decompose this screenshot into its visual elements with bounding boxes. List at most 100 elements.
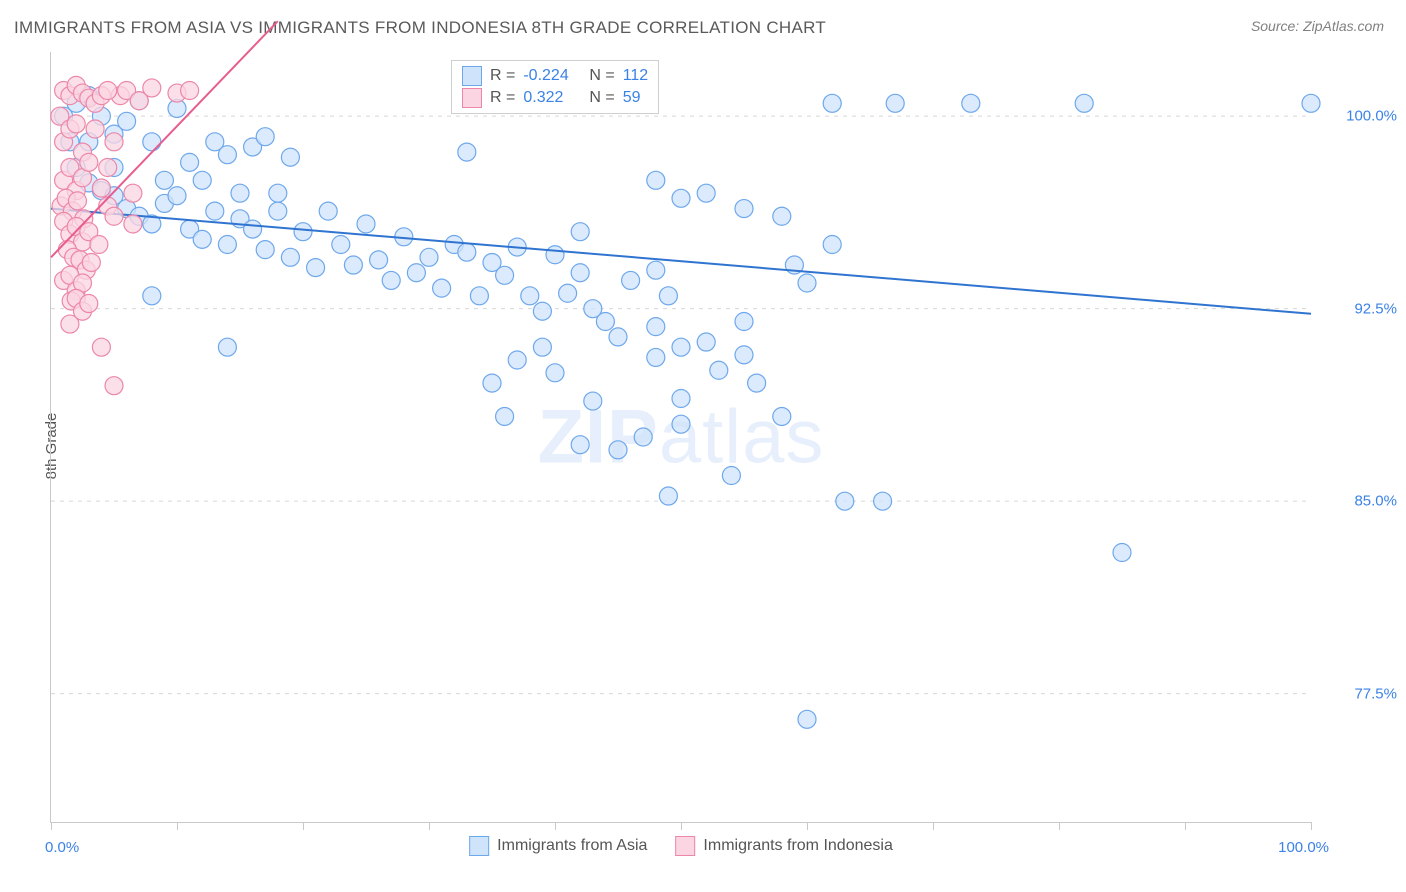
data-point xyxy=(86,120,104,138)
legend-r-label: R = xyxy=(490,65,515,87)
data-point xyxy=(231,184,249,202)
data-point xyxy=(382,271,400,289)
data-point xyxy=(155,171,173,189)
legend-n-value: 59 xyxy=(623,87,641,109)
plot-area: ZIPatlas R =-0.224N =112R = 0.322N = 59 … xyxy=(50,52,1311,823)
data-point xyxy=(647,171,665,189)
data-point xyxy=(68,192,86,210)
data-point xyxy=(407,264,425,282)
data-point xyxy=(1113,544,1131,562)
legend-r-label: R = xyxy=(490,87,515,109)
legend-n-label: N = xyxy=(589,87,614,109)
legend-swatch xyxy=(462,88,482,108)
data-point xyxy=(546,364,564,382)
data-point xyxy=(124,215,142,233)
data-point xyxy=(773,407,791,425)
data-point xyxy=(206,202,224,220)
y-tick-label: 85.0% xyxy=(1327,493,1397,510)
legend-row: R = 0.322 N = 59 xyxy=(462,87,648,109)
data-point xyxy=(559,284,577,302)
data-point xyxy=(244,220,262,238)
legend-label: Immigrants from Indonesia xyxy=(703,837,892,855)
data-point xyxy=(1075,94,1093,112)
legend-row: R =-0.224N =112 xyxy=(462,65,648,87)
x-tick xyxy=(177,822,178,830)
data-point xyxy=(483,374,501,392)
data-point xyxy=(609,441,627,459)
data-point xyxy=(496,407,514,425)
data-point xyxy=(672,415,690,433)
data-point xyxy=(546,246,564,264)
data-point xyxy=(332,236,350,254)
legend-swatch xyxy=(675,836,695,856)
data-point xyxy=(697,333,715,351)
data-point xyxy=(571,264,589,282)
data-point xyxy=(357,215,375,233)
data-point xyxy=(124,184,142,202)
x-tick xyxy=(51,822,52,830)
legend-item: Immigrants from Asia xyxy=(469,836,647,856)
data-point xyxy=(67,115,85,133)
data-point xyxy=(281,148,299,166)
data-point xyxy=(748,374,766,392)
data-point xyxy=(143,133,161,151)
data-point xyxy=(269,202,287,220)
data-point xyxy=(773,207,791,225)
data-point xyxy=(181,153,199,171)
data-point xyxy=(433,279,451,297)
data-point xyxy=(823,236,841,254)
x-tick xyxy=(555,822,556,830)
legend-r-value: 0.322 xyxy=(523,87,581,109)
data-point xyxy=(722,467,740,485)
data-point xyxy=(143,287,161,305)
data-point xyxy=(218,146,236,164)
legend-n-value: 112 xyxy=(623,65,649,87)
data-point xyxy=(647,318,665,336)
source-credit: Source: ZipAtlas.com xyxy=(1251,18,1384,34)
data-point xyxy=(218,338,236,356)
data-point xyxy=(622,271,640,289)
trend-line xyxy=(51,209,1311,314)
data-point xyxy=(80,153,98,171)
data-point xyxy=(105,377,123,395)
data-point xyxy=(193,230,211,248)
data-point xyxy=(735,346,753,364)
data-point xyxy=(193,171,211,189)
data-point xyxy=(143,79,161,97)
data-point xyxy=(533,302,551,320)
legend-item: Immigrants from Indonesia xyxy=(675,836,892,856)
data-point xyxy=(319,202,337,220)
data-point xyxy=(571,436,589,454)
x-axis-min-label: 0.0% xyxy=(45,839,79,856)
data-point xyxy=(697,184,715,202)
legend-swatch xyxy=(462,66,482,86)
data-point xyxy=(609,328,627,346)
x-tick xyxy=(681,822,682,830)
data-point xyxy=(647,261,665,279)
data-point xyxy=(118,112,136,130)
data-point xyxy=(168,187,186,205)
x-tick xyxy=(303,822,304,830)
data-point xyxy=(256,128,274,146)
data-point xyxy=(672,189,690,207)
data-point xyxy=(269,184,287,202)
correlation-legend: R =-0.224N =112R = 0.322 N = 59 xyxy=(451,60,659,114)
y-tick-label: 100.0% xyxy=(1327,108,1397,125)
data-point xyxy=(886,94,904,112)
data-point xyxy=(420,248,438,266)
series-legend: Immigrants from Asia Immigrants from Indo… xyxy=(469,836,893,856)
data-point xyxy=(496,266,514,284)
chart-title: IMMIGRANTS FROM ASIA VS IMMIGRANTS FROM … xyxy=(14,18,826,38)
data-point xyxy=(823,94,841,112)
legend-label: Immigrants from Asia xyxy=(497,837,647,855)
data-point xyxy=(80,295,98,313)
x-tick xyxy=(1311,822,1312,830)
data-point xyxy=(256,241,274,259)
data-point xyxy=(458,143,476,161)
x-tick xyxy=(1185,822,1186,830)
data-point xyxy=(281,248,299,266)
data-point xyxy=(99,159,117,177)
data-point xyxy=(672,338,690,356)
data-point xyxy=(521,287,539,305)
data-point xyxy=(90,236,108,254)
